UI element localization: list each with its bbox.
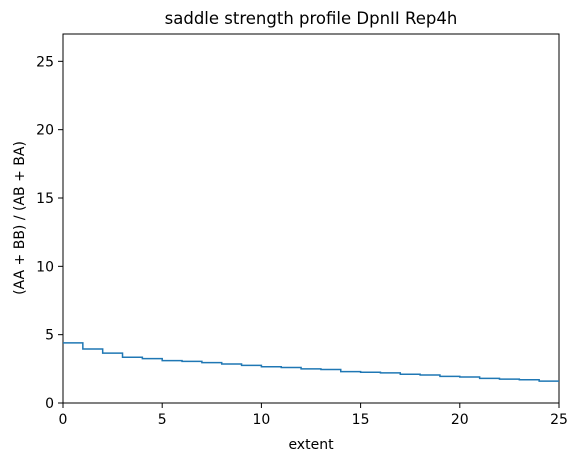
series-layer	[63, 342, 559, 382]
x-axis-label: extent	[288, 437, 334, 453]
chart-title: saddle strength profile DpnII Rep4h	[165, 9, 458, 28]
y-tick-label: 20	[36, 123, 54, 139]
x-tick-label: 15	[352, 412, 370, 428]
plot-frame	[62, 33, 560, 404]
y-tick-label: 10	[36, 259, 54, 275]
x-tick-label: 5	[158, 412, 167, 428]
x-tick-label: 25	[550, 412, 568, 428]
y-tick-label: 5	[45, 328, 54, 344]
y-tick-label: 0	[45, 396, 54, 412]
x-tick-label: 10	[252, 412, 270, 428]
y-tick-label: 25	[36, 54, 54, 70]
y-axis-label: (AA + BB) / (AB + BA)	[12, 141, 28, 295]
y-tick-label: 15	[36, 191, 54, 207]
y-axis-ticks: 0 5 10 15 20 25	[36, 54, 63, 412]
series-line	[63, 342, 559, 382]
x-tick-label: 20	[451, 412, 469, 428]
x-axis-ticks: 0 5 10 15 20 25	[59, 403, 568, 428]
x-tick-label: 0	[59, 412, 68, 428]
